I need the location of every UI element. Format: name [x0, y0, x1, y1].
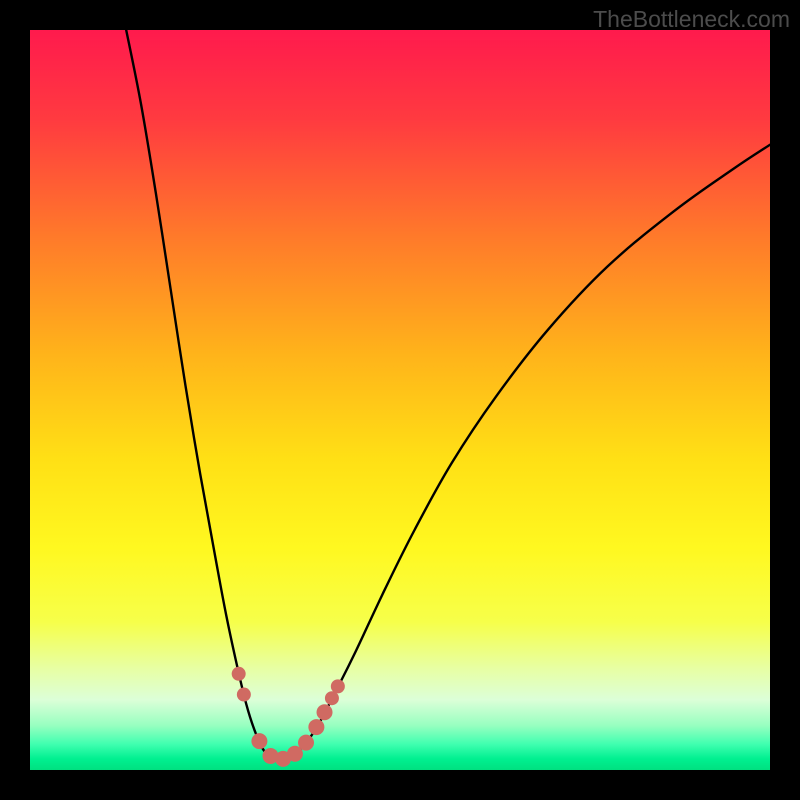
highlight-marker [237, 688, 251, 702]
highlight-marker [331, 679, 345, 693]
highlight-marker [251, 733, 267, 749]
highlight-marker [298, 735, 314, 751]
highlight-marker [325, 691, 339, 705]
plot-area [30, 30, 770, 770]
highlight-marker [308, 719, 324, 735]
watermark-text: TheBottleneck.com [593, 6, 790, 33]
highlight-marker [317, 704, 333, 720]
gradient-background [30, 30, 770, 770]
highlight-marker [232, 667, 246, 681]
bottleneck-chart-svg [30, 30, 770, 770]
chart-frame: TheBottleneck.com [0, 0, 800, 800]
